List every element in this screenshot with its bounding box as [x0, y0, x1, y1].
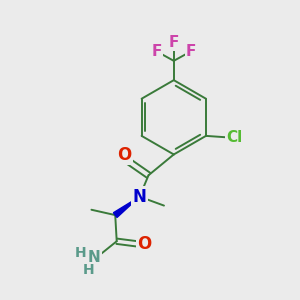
Polygon shape: [113, 197, 140, 218]
Text: F: F: [169, 35, 179, 50]
Text: H: H: [83, 263, 94, 278]
Text: O: O: [137, 235, 151, 253]
Text: Cl: Cl: [226, 130, 242, 145]
Text: O: O: [118, 146, 132, 164]
Text: N: N: [88, 250, 100, 265]
Text: F: F: [186, 44, 196, 59]
Text: F: F: [152, 44, 162, 59]
Text: H: H: [75, 246, 86, 260]
Text: N: N: [133, 188, 146, 206]
